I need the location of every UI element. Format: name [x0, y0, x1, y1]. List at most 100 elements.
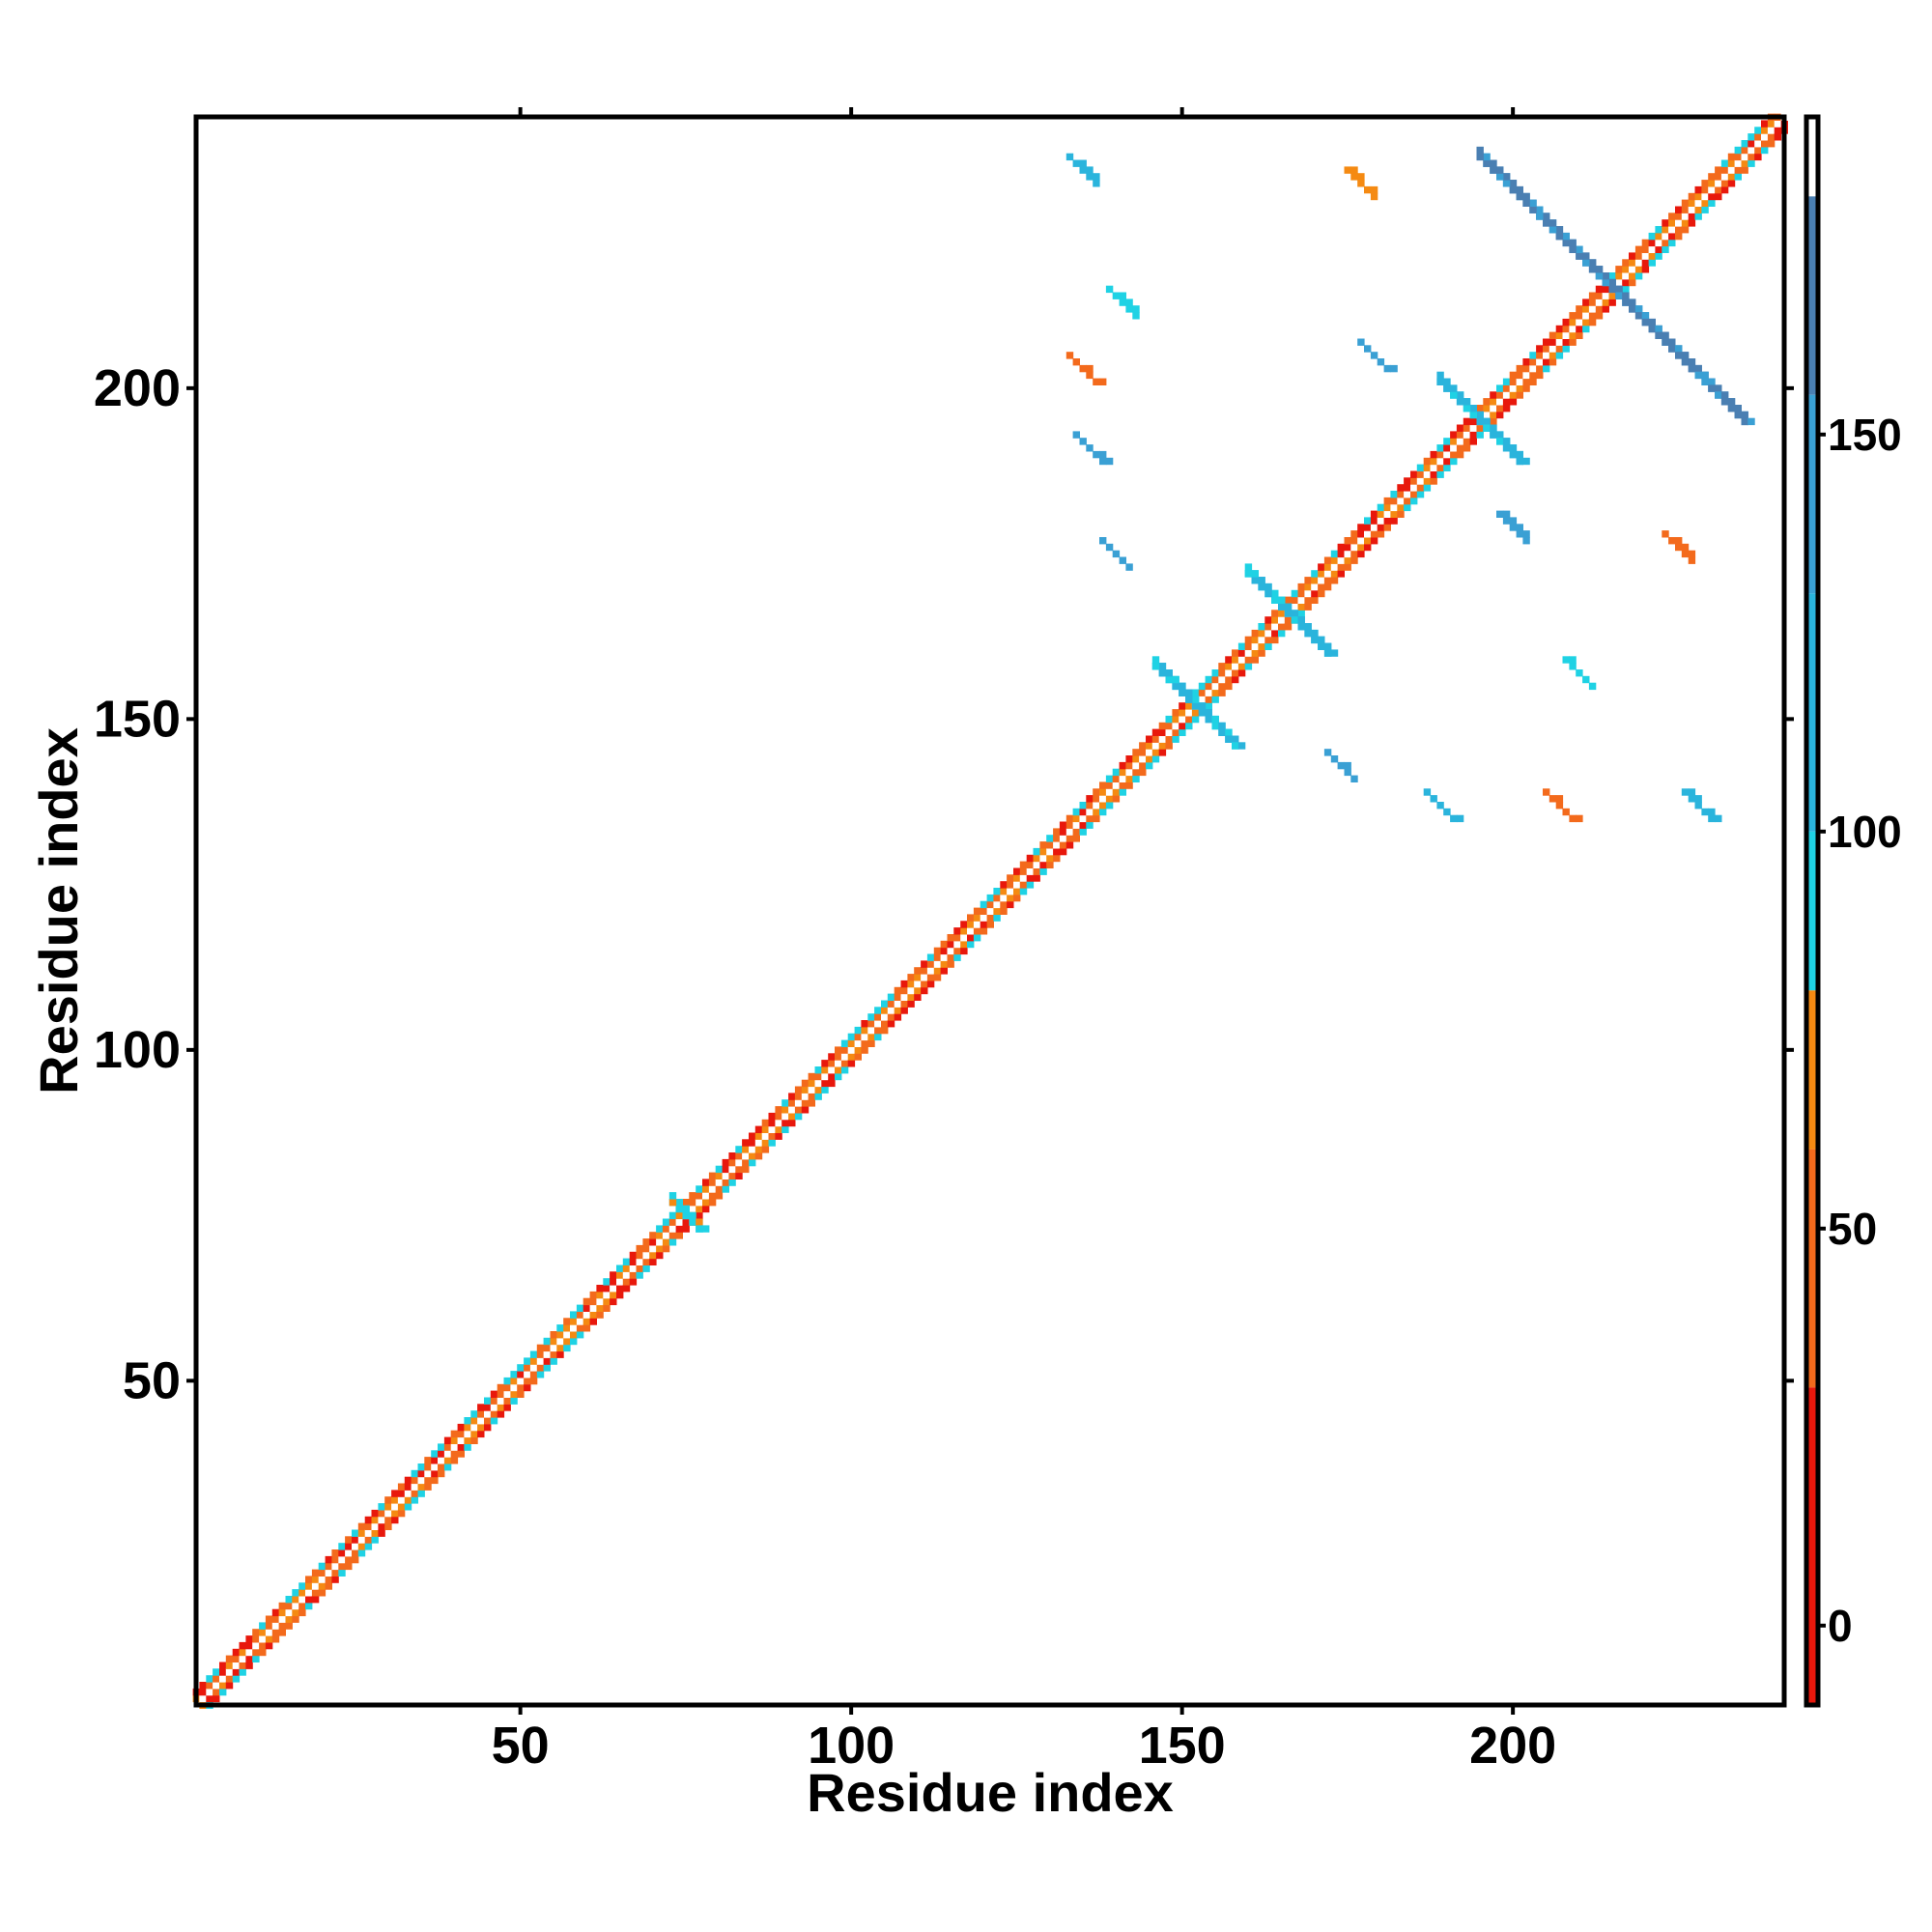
heatmap-cell — [1377, 530, 1385, 538]
heatmap-cell — [1297, 603, 1305, 611]
heatmap-cell — [438, 1450, 445, 1458]
heatmap-cell — [1681, 543, 1690, 552]
heatmap-cell — [1323, 570, 1332, 578]
heatmap-cell — [921, 980, 928, 988]
y-axis-ticks: 50 100 150 200 — [94, 359, 1794, 1409]
heatmap-cell — [271, 1622, 280, 1630]
heatmap-cell — [1502, 510, 1511, 518]
heatmap-cell — [914, 980, 922, 988]
heatmap-cell — [331, 1576, 339, 1583]
heatmap-cell — [1701, 185, 1709, 194]
heatmap-cell — [1675, 219, 1683, 227]
heatmap-cell — [1629, 278, 1636, 287]
heatmap-cell — [225, 1662, 234, 1669]
heatmap-cell — [232, 1648, 241, 1657]
heatmap-cell — [543, 1337, 551, 1346]
heatmap-cell — [682, 1205, 690, 1213]
heatmap-cell — [947, 953, 954, 961]
heatmap-cell — [1522, 192, 1530, 201]
heatmap-cell — [1377, 524, 1385, 531]
heatmap-cell — [1179, 715, 1186, 724]
heatmap-cell — [1463, 444, 1471, 452]
heatmap-cell — [682, 1218, 690, 1226]
heatmap-cell — [1641, 259, 1650, 267]
heatmap-cell — [477, 1410, 485, 1418]
heatmap-cell — [1502, 444, 1511, 452]
heatmap-cell — [1588, 266, 1597, 273]
heatmap-cell — [1370, 192, 1378, 201]
heatmap-cell — [1509, 524, 1518, 531]
heatmap-cell — [986, 921, 994, 928]
heatmap-cell — [1509, 185, 1518, 194]
heatmap-cell — [1708, 808, 1716, 816]
heatmap-cell — [603, 1304, 611, 1312]
heatmap-cell — [1522, 537, 1530, 545]
heatmap-cell — [1576, 814, 1583, 823]
heatmap-cell — [1370, 517, 1378, 525]
heatmap-cell — [1244, 649, 1253, 657]
heatmap-cell — [629, 1258, 638, 1265]
heatmap-cell — [749, 1146, 756, 1153]
heatmap-cell — [1476, 411, 1484, 419]
heatmap-cell — [1344, 556, 1351, 564]
heatmap-cell — [1218, 728, 1226, 736]
heatmap-cell — [305, 1589, 313, 1597]
heatmap-cell — [1165, 722, 1173, 730]
heatmap-cell — [1767, 133, 1776, 141]
heatmap-cell — [1093, 802, 1100, 810]
heatmap-cell — [840, 1060, 849, 1067]
heatmap-cell — [1529, 371, 1537, 380]
heatmap-cell — [1151, 735, 1160, 743]
heatmap-cell — [1232, 649, 1239, 657]
heatmap-cell — [1232, 742, 1239, 750]
heatmap-cell — [1065, 821, 1074, 829]
heatmap-cell — [1655, 252, 1662, 260]
heatmap-cell — [1569, 814, 1577, 823]
heatmap-cell — [278, 1608, 286, 1617]
heatmap-cell — [1727, 153, 1736, 161]
heatmap-cell — [199, 1682, 207, 1690]
heatmap-cell — [1496, 391, 1504, 399]
heatmap-cell — [1125, 768, 1133, 777]
heatmap-cell — [1562, 239, 1570, 247]
heatmap-cell — [1053, 847, 1061, 856]
heatmap-cell — [775, 1125, 782, 1133]
heatmap-cell — [1125, 775, 1133, 782]
heatmap-cell — [1086, 821, 1094, 829]
heatmap-cell — [1218, 682, 1226, 691]
heatmap-cell — [1423, 457, 1432, 466]
heatmap-cell — [497, 1410, 505, 1418]
heatmap-cell — [1039, 867, 1047, 875]
heatmap-cell — [1622, 292, 1630, 299]
heatmap-cell — [1318, 582, 1325, 591]
heatmap-cell — [285, 1615, 293, 1623]
heatmap-cell — [252, 1648, 260, 1657]
heatmap-cell — [1218, 675, 1226, 684]
heatmap-cell — [1304, 582, 1312, 591]
heatmap-cell — [1026, 867, 1035, 875]
heatmap-cell — [1112, 788, 1121, 796]
heatmap-cell — [1655, 325, 1662, 333]
heatmap-cell — [689, 1218, 696, 1226]
heatmap-cell — [576, 1324, 584, 1332]
heatmap-cell — [305, 1596, 313, 1604]
heatmap-cell — [1502, 391, 1511, 399]
heatmap-cell — [1701, 192, 1709, 201]
heatmap-cell — [424, 1483, 432, 1491]
heatmap-cell — [503, 1404, 511, 1411]
heatmap-cell — [1529, 199, 1537, 207]
heatmap-cell — [510, 1390, 518, 1398]
heatmap-cell — [649, 1238, 657, 1246]
heatmap-cell — [1323, 649, 1332, 657]
heatmap-cell — [596, 1311, 604, 1319]
heatmap-cell — [1662, 245, 1669, 253]
heatmap-cell — [529, 1371, 538, 1378]
heatmap-cell — [1430, 470, 1437, 478]
heatmap-cell — [940, 953, 948, 961]
heatmap-cell — [1615, 278, 1623, 287]
heatmap-cell — [642, 1264, 650, 1272]
heatmap-cell — [1093, 450, 1100, 459]
heatmap-cell — [1237, 663, 1246, 670]
heatmap-cell — [1330, 570, 1339, 578]
heatmap-cell — [352, 1555, 359, 1564]
